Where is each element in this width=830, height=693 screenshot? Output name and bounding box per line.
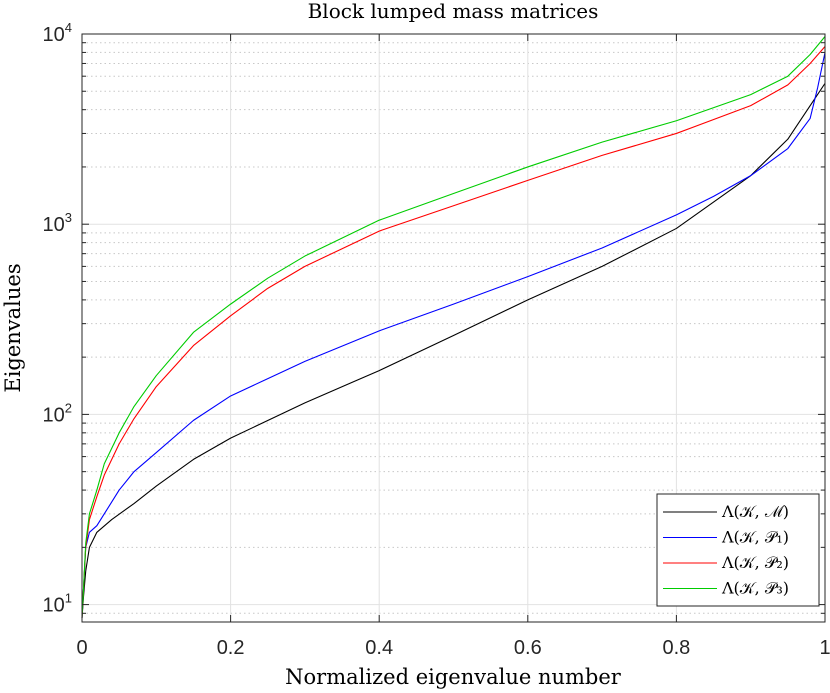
x-tick-label: 0: [76, 637, 87, 659]
legend: Λ(𝒦, ℳ) Λ(𝒦, 𝒫₁) Λ(𝒦, 𝒫₂) Λ(𝒦, 𝒫₃): [656, 493, 820, 607]
y-axis-label: Eigenvalues: [1, 263, 25, 392]
series-line: [81, 52, 826, 619]
series-line: [81, 46, 826, 619]
legend-label: Λ(𝒦, 𝒫₁): [721, 528, 789, 547]
legend-label: Λ(𝒦, ℳ): [721, 502, 789, 521]
x-tick-label: 1: [819, 637, 830, 659]
x-tick-label: 0.8: [662, 637, 690, 659]
x-tick-label: 0.4: [365, 637, 393, 659]
legend-box: [656, 493, 820, 607]
y-tick-label: 103: [43, 210, 72, 236]
chart-title: Block lumped mass matrices: [308, 0, 599, 23]
series-line: [81, 36, 826, 619]
legend-label: Λ(𝒦, 𝒫₃): [721, 579, 789, 598]
axis-ticks: 0 0.2 0.4 0.6 0.8 1 101 102 103 104: [43, 20, 830, 659]
plot-area: [81, 36, 826, 619]
x-axis-label: Normalized eigenvalue number: [285, 665, 622, 689]
axes-box: [81, 33, 826, 623]
series-line: [81, 83, 826, 619]
y-tick-label: 101: [43, 591, 72, 617]
x-tick-label: 0.6: [514, 637, 542, 659]
x-tick-label: 0.2: [217, 637, 245, 659]
y-tick-label: 104: [43, 20, 72, 46]
legend-label: Λ(𝒦, 𝒫₂): [721, 553, 789, 572]
y-tick-label: 102: [43, 400, 72, 426]
